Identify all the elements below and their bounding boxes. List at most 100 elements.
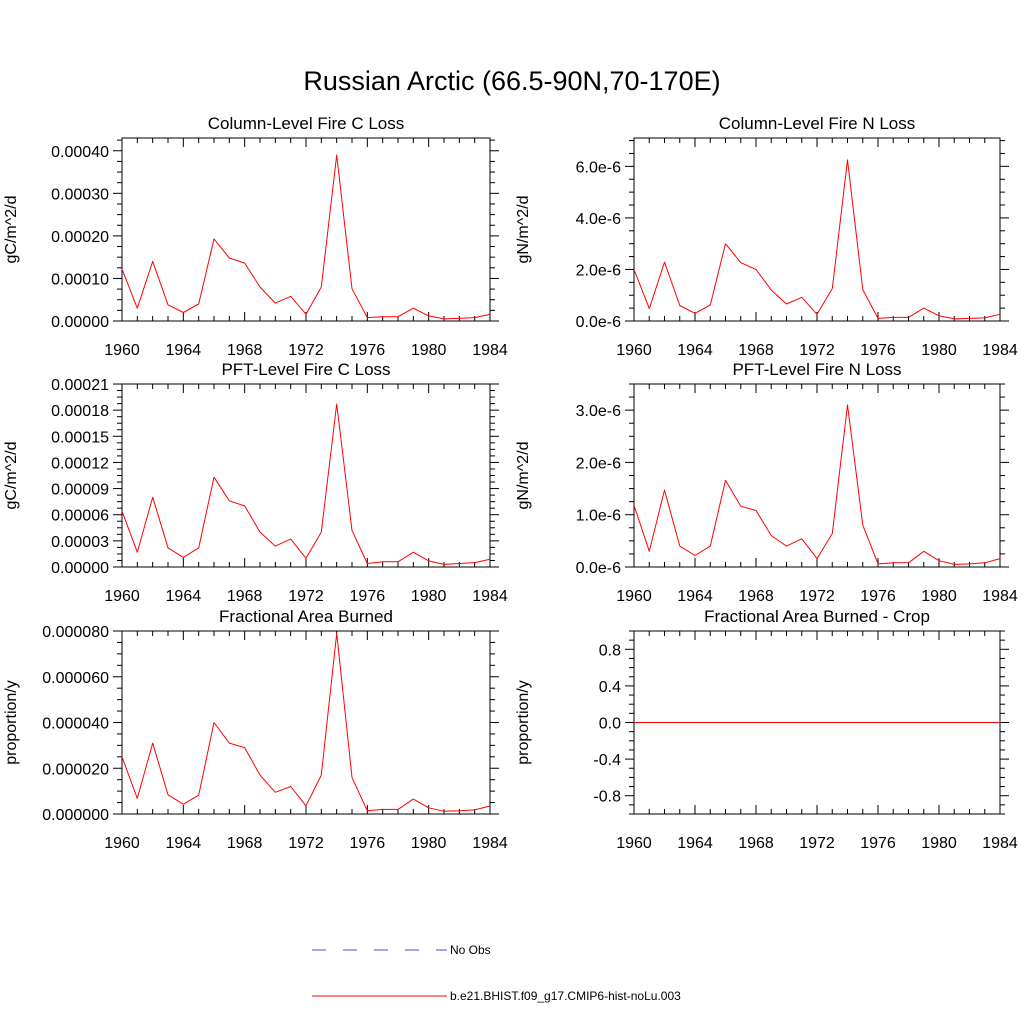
chart-panels: Column-Level Fire C Loss 1960 1964 1968 1972… [3,114,1018,852]
y-tick-label: 0.00012 [51,455,109,472]
x-tick-label: 1968 [738,342,774,359]
panel-title: PFT-Level Fire N Loss [732,360,901,379]
x-tick-label: 1976 [860,835,896,852]
x-tick-label: 1960 [616,588,652,605]
x-tick-label: 1960 [616,835,652,852]
y-axis-label: gC/m^2/d [3,196,20,264]
y-tick-label: 3.0e-6 [576,403,621,420]
y-tick-label: 0.000040 [42,716,109,733]
x-tick-label: 1960 [104,342,140,359]
panel-title: Fractional Area Burned [219,607,393,626]
x-tick-label: 1984 [472,835,508,852]
x-tick-label: 1968 [227,342,263,359]
y-tick-label: 0.00006 [51,508,109,525]
chart-panel-6: Fractional Area Burned - Crop 1960 1964 196… [515,607,1018,852]
series-line [121,632,491,812]
series-line [121,154,491,320]
x-tick-label: 1964 [166,588,202,605]
panel-title: Column-Level Fire C Loss [208,114,405,133]
panel-title: PFT-Level Fire C Loss [221,360,390,379]
x-tick-label: 1984 [982,835,1018,852]
legend-entry-2: b.e21.BHIST.f09_g17.CMIP6-hist-noLu.003 [312,989,681,1003]
chart-panel-3: PFT-Level Fire C Loss 1960 1964 1968 1972 197… [3,360,508,605]
y-tick-label: 2.0e-6 [576,262,621,279]
y-axis-label: proportion/y [3,680,20,765]
y-tick-label: 2.0e-6 [576,455,621,472]
y-tick-label: 0.00015 [51,429,109,446]
y-tick-label: 0.00010 [51,271,109,288]
series-line [121,403,491,565]
x-tick-label: 1964 [677,342,713,359]
x-tick-label: 1980 [921,588,957,605]
y-tick-label: 0.0 [599,716,621,733]
chart-panel-4: PFT-Level Fire N Loss 1960 1964 1968 1972 197… [515,360,1018,605]
x-tick-label: 1960 [616,342,652,359]
y-tick-label: 0.00000 [51,314,109,331]
panel-title: Fractional Area Burned - Crop [704,607,930,626]
x-tick-label: 1976 [860,588,896,605]
plot-frame [121,630,491,815]
y-tick-label: 0.8 [599,642,621,659]
plot-frame [633,137,1001,322]
chart-panel-2: Column-Level Fire N Loss 1960 1964 1968 1972… [515,114,1018,359]
y-tick-label: 0.4 [599,679,621,696]
x-tick-label: 1972 [288,835,324,852]
y-tick-label: 0.00003 [51,534,109,551]
y-tick-label: 0.00000 [51,560,109,577]
x-tick-label: 1964 [677,588,713,605]
plot-frame [121,383,491,568]
y-tick-label: 0.00009 [51,482,109,499]
y-tick-label: 0.00018 [51,403,109,420]
x-tick-label: 1968 [227,835,263,852]
y-tick-label: 0.00030 [51,186,109,203]
x-tick-label: 1968 [227,588,263,605]
x-tick-label: 1964 [166,342,202,359]
plot-frame [121,137,491,322]
y-tick-label: 0.000080 [42,624,109,641]
y-axis-label: gC/m^2/d [3,442,20,510]
x-tick-label: 1984 [472,342,508,359]
y-tick-label: -0.8 [593,789,621,806]
y-tick-label: 4.0e-6 [576,211,621,228]
legend: No Obs b.e21.BHIST.f09_g17.CMIP6-hist-noL… [312,943,681,1003]
x-tick-label: 1980 [411,588,447,605]
x-tick-label: 1964 [166,835,202,852]
x-tick-label: 1980 [921,835,957,852]
x-tick-label: 1984 [982,588,1018,605]
y-tick-label: 0.000000 [42,807,109,824]
x-tick-label: 1976 [350,835,386,852]
x-tick-label: 1980 [411,342,447,359]
x-tick-label: 1964 [677,835,713,852]
x-tick-label: 1984 [472,588,508,605]
x-tick-label: 1976 [350,342,386,359]
x-tick-label: 1984 [982,342,1018,359]
x-tick-label: 1976 [350,588,386,605]
y-tick-label: 6.0e-6 [576,159,621,176]
x-tick-label: 1972 [288,342,324,359]
y-tick-label: -0.4 [593,752,621,769]
legend-label: b.e21.BHIST.f09_g17.CMIP6-hist-noLu.003 [450,989,681,1003]
y-tick-label: 0.0e-6 [576,560,621,577]
series-line [633,404,1001,565]
y-tick-label: 1.0e-6 [576,508,621,525]
chart-panel-1: Column-Level Fire C Loss 1960 1964 1968 1972… [3,114,508,359]
y-tick-label: 0.000020 [42,761,109,778]
x-tick-label: 1960 [104,835,140,852]
legend-label: No Obs [450,943,491,957]
y-tick-label: 0.00020 [51,229,109,246]
panel-title: Column-Level Fire N Loss [719,114,916,133]
x-tick-label: 1960 [104,588,140,605]
y-tick-label: 0.00040 [51,144,109,161]
x-tick-label: 1968 [738,588,774,605]
chart-panel-5: Fractional Area Burned 1960 1964 1968 1972 19… [3,607,508,852]
x-tick-label: 1968 [738,835,774,852]
x-tick-label: 1972 [799,588,835,605]
x-tick-label: 1972 [288,588,324,605]
y-tick-label: 0.0e-6 [576,314,621,331]
legend-entry-1: No Obs [312,943,491,957]
x-tick-label: 1972 [799,835,835,852]
y-tick-label: 0.000060 [42,670,109,687]
x-tick-label: 1980 [921,342,957,359]
series-line [633,159,1001,320]
x-tick-label: 1976 [860,342,896,359]
